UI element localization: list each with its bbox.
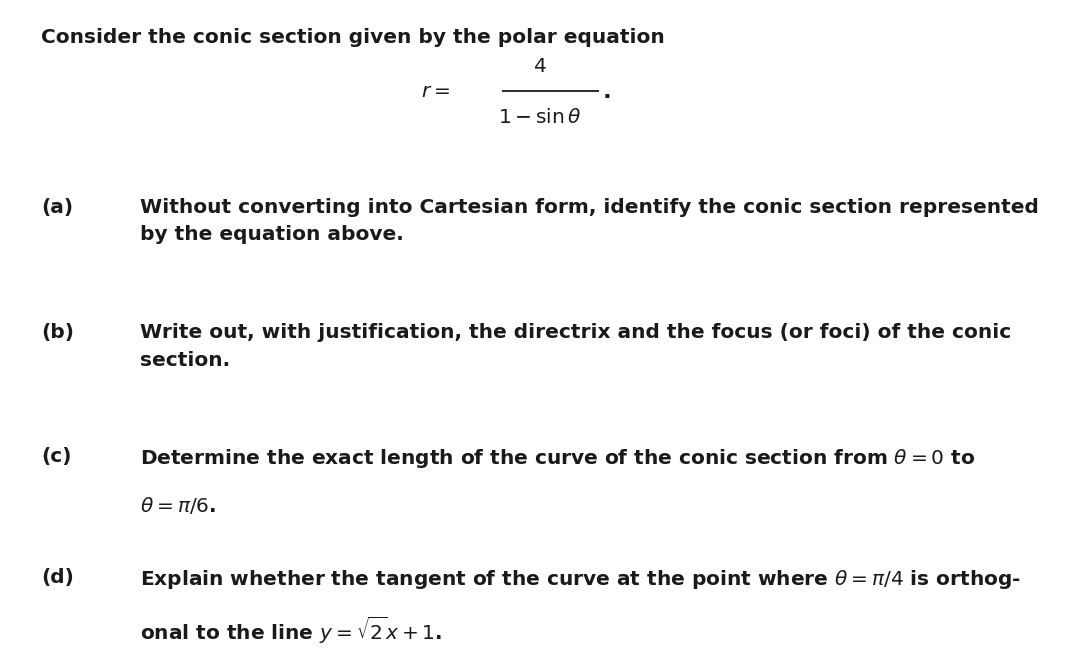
Text: onal to the line $y = \sqrt{2}x+1$.: onal to the line $y = \sqrt{2}x+1$.: [140, 615, 443, 646]
Text: Write out, with justification, the directrix and the focus (or foci) of the coni: Write out, with justification, the direc…: [140, 323, 1012, 370]
Text: Explain whether the tangent of the curve at the point where $\theta = \pi/4$ is : Explain whether the tangent of the curve…: [140, 568, 1022, 591]
Text: (a): (a): [41, 198, 73, 217]
Text: (c): (c): [41, 447, 71, 467]
Text: (d): (d): [41, 568, 73, 587]
Text: $4$: $4$: [534, 57, 546, 75]
Text: $r =$: $r =$: [421, 82, 450, 100]
Text: (b): (b): [41, 323, 75, 343]
Text: .: .: [603, 80, 611, 102]
Text: Without converting into Cartesian form, identify the conic section represented
b: Without converting into Cartesian form, …: [140, 198, 1039, 244]
Text: Consider the conic section given by the polar equation: Consider the conic section given by the …: [41, 28, 665, 47]
Text: Determine the exact length of the curve of the conic section from $\theta = 0$ t: Determine the exact length of the curve …: [140, 447, 976, 471]
Text: $\theta = \pi/6$.: $\theta = \pi/6$.: [140, 495, 217, 516]
Text: $1 - \sin\theta$: $1 - \sin\theta$: [498, 108, 582, 127]
